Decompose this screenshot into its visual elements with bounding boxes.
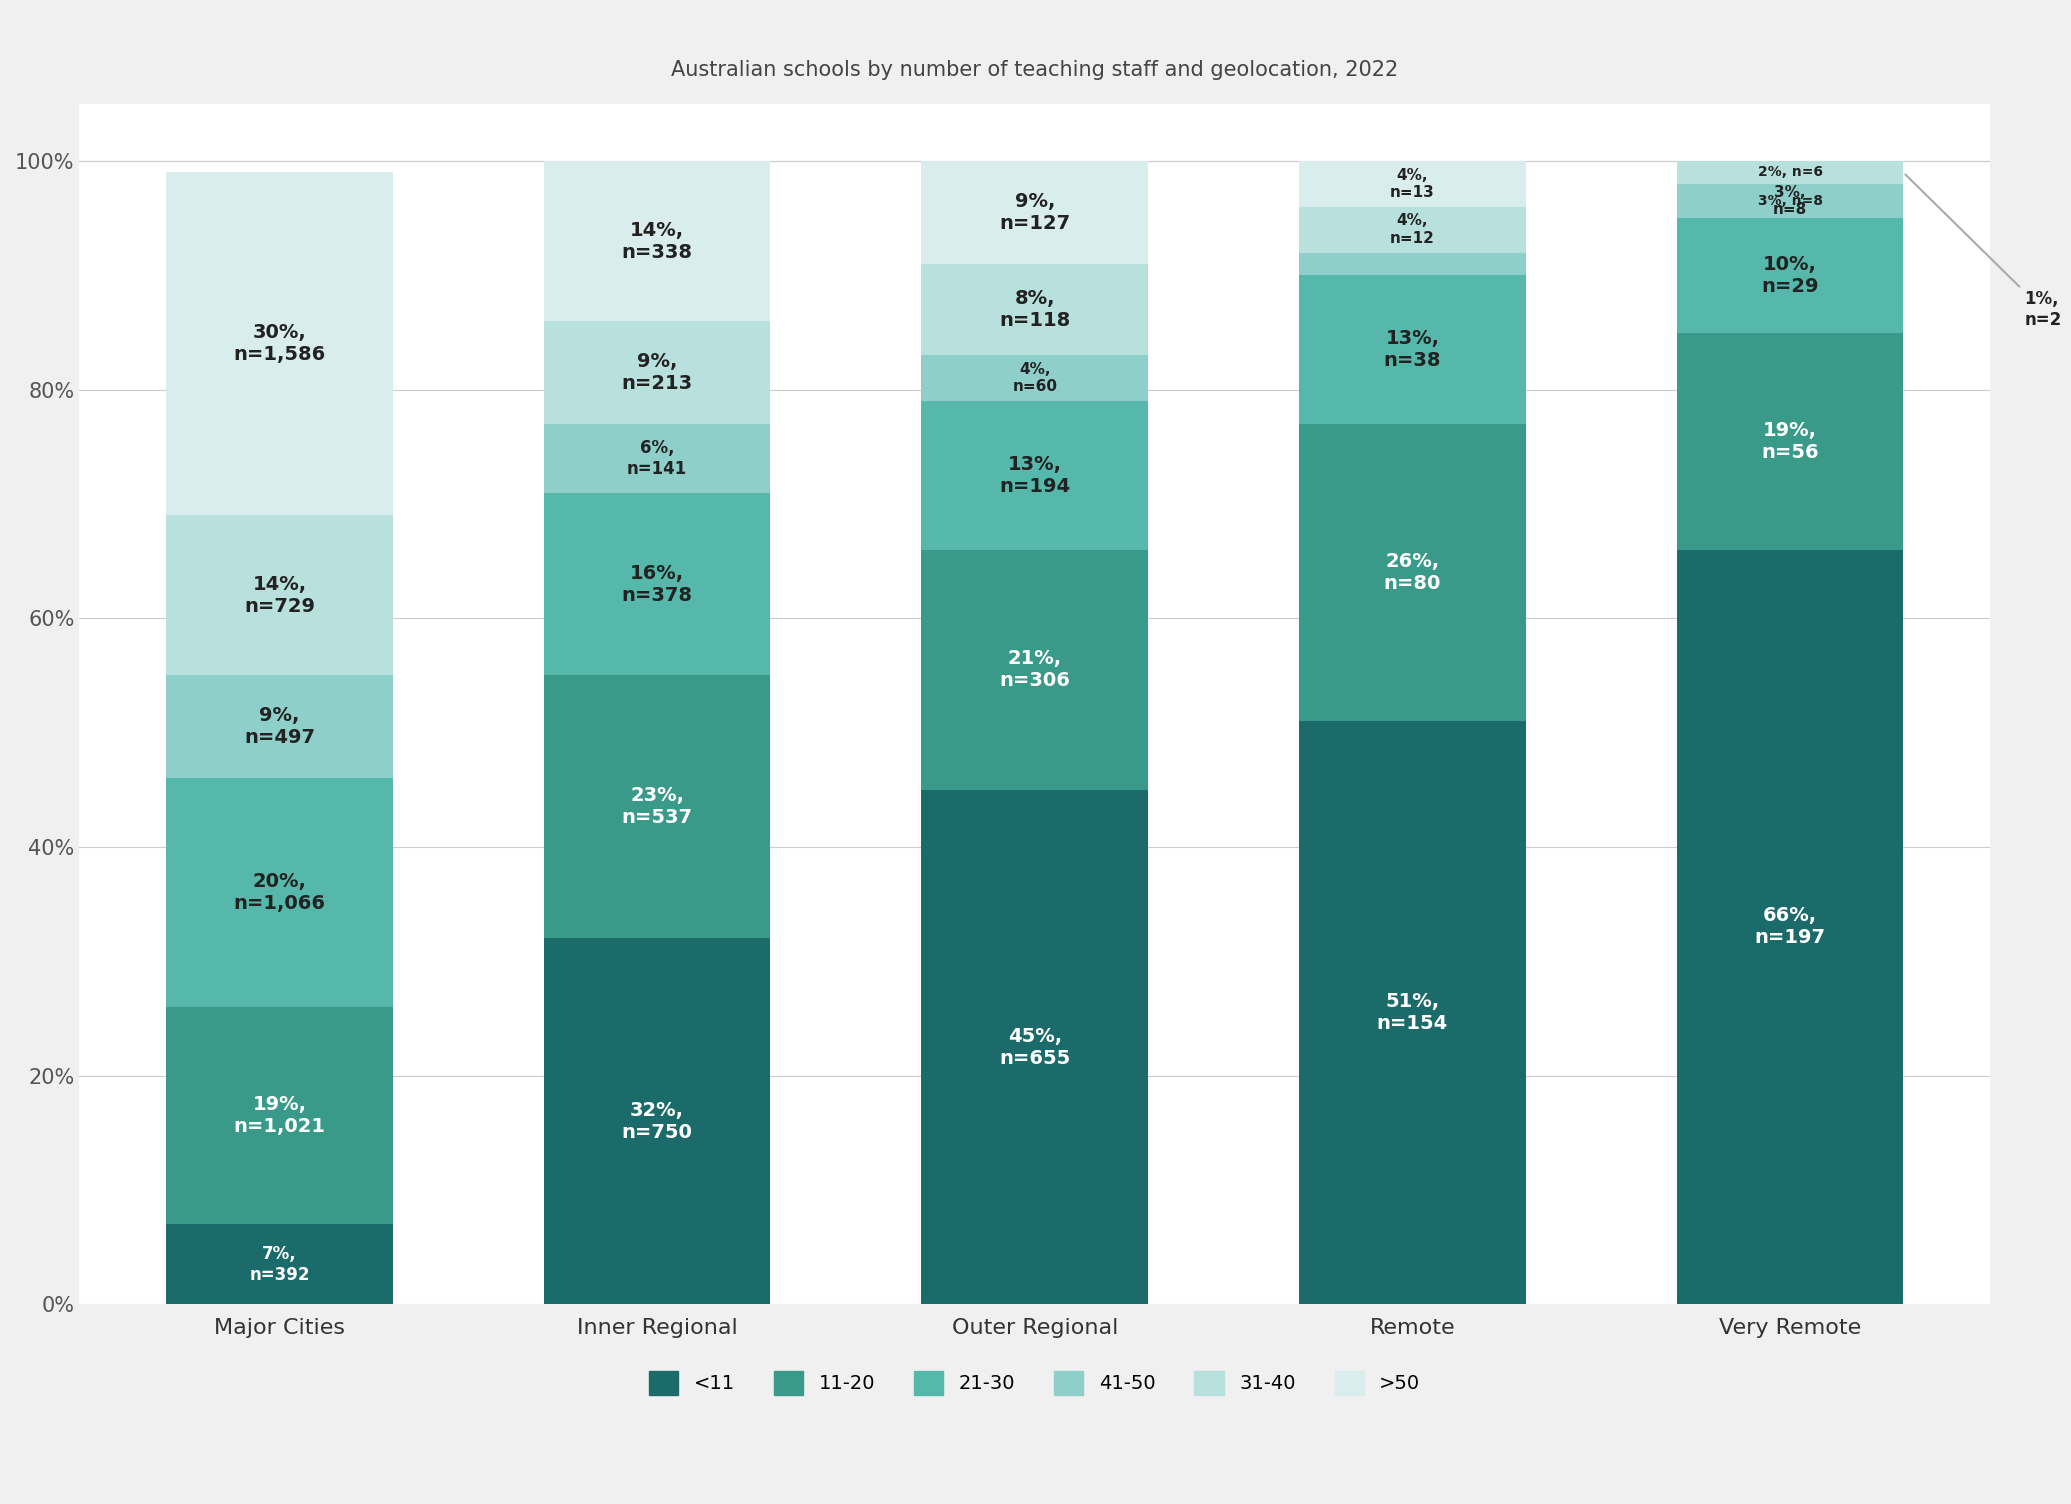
Title: Australian schools by number of teaching staff and geolocation, 2022: Australian schools by number of teaching… bbox=[671, 60, 1398, 80]
Bar bbox=[166, 675, 393, 779]
Text: 10%,
n=29: 10%, n=29 bbox=[1760, 254, 1818, 296]
Text: 19%,
n=1,021: 19%, n=1,021 bbox=[234, 1095, 325, 1136]
Text: 1%,
n=2: 1%, n=2 bbox=[1905, 174, 2061, 329]
Bar bbox=[545, 493, 770, 675]
Text: 23%,
n=537: 23%, n=537 bbox=[621, 787, 692, 827]
Bar bbox=[1299, 206, 1526, 253]
Bar bbox=[545, 675, 770, 938]
Text: 6%,
n=141: 6%, n=141 bbox=[628, 439, 688, 478]
Text: 66%,
n=197: 66%, n=197 bbox=[1754, 907, 1825, 948]
Text: 4%,
n=12: 4%, n=12 bbox=[1390, 214, 1435, 245]
Bar bbox=[1299, 161, 1526, 206]
Bar bbox=[166, 173, 393, 516]
Text: 9%,
n=127: 9%, n=127 bbox=[998, 193, 1071, 233]
Bar bbox=[922, 263, 1147, 355]
Bar bbox=[1299, 722, 1526, 1304]
Bar bbox=[922, 355, 1147, 402]
Bar bbox=[166, 779, 393, 1008]
Bar bbox=[1678, 332, 1903, 550]
Bar bbox=[1678, 550, 1903, 1304]
Text: 14%,
n=338: 14%, n=338 bbox=[621, 221, 692, 262]
Text: 26%,
n=80: 26%, n=80 bbox=[1383, 552, 1441, 593]
Bar bbox=[1678, 183, 1903, 218]
Legend: <11, 11-20, 21-30, 41-50, 31-40, >50: <11, 11-20, 21-30, 41-50, 31-40, >50 bbox=[642, 1363, 1429, 1403]
Text: 19%,
n=56: 19%, n=56 bbox=[1760, 421, 1818, 462]
Text: 14%,
n=729: 14%, n=729 bbox=[244, 575, 315, 617]
Bar bbox=[545, 424, 770, 493]
Bar bbox=[545, 938, 770, 1304]
Text: 45%,
n=655: 45%, n=655 bbox=[998, 1027, 1071, 1068]
Bar bbox=[922, 790, 1147, 1304]
Text: 13%,
n=38: 13%, n=38 bbox=[1383, 329, 1441, 370]
Text: 13%,
n=194: 13%, n=194 bbox=[998, 454, 1071, 496]
Text: 7%,
n=392: 7%, n=392 bbox=[249, 1245, 311, 1283]
Text: 8%,
n=118: 8%, n=118 bbox=[998, 289, 1071, 331]
Text: 32%,
n=750: 32%, n=750 bbox=[621, 1101, 692, 1142]
Text: 9%,
n=497: 9%, n=497 bbox=[244, 707, 315, 747]
Text: 2%, n=6: 2%, n=6 bbox=[1758, 165, 1822, 179]
Bar bbox=[922, 161, 1147, 263]
Text: 3%, n=8: 3%, n=8 bbox=[1758, 194, 1822, 208]
Text: 30%,
n=1,586: 30%, n=1,586 bbox=[234, 323, 325, 364]
Bar bbox=[545, 322, 770, 424]
Text: 51%,
n=154: 51%, n=154 bbox=[1377, 993, 1448, 1033]
Bar bbox=[1299, 424, 1526, 722]
Bar bbox=[922, 402, 1147, 550]
Bar bbox=[1678, 161, 1903, 183]
Bar bbox=[166, 1008, 393, 1224]
Text: 20%,
n=1,066: 20%, n=1,066 bbox=[234, 872, 325, 913]
Bar bbox=[922, 550, 1147, 790]
Text: 3%,
n=8: 3%, n=8 bbox=[1773, 185, 1808, 217]
Bar bbox=[1299, 253, 1526, 275]
Bar bbox=[1678, 218, 1903, 332]
Text: 9%,
n=213: 9%, n=213 bbox=[621, 352, 692, 393]
Bar bbox=[1299, 275, 1526, 424]
Text: 4%,
n=60: 4%, n=60 bbox=[1013, 362, 1058, 394]
Bar bbox=[166, 1224, 393, 1304]
Text: 16%,
n=378: 16%, n=378 bbox=[621, 564, 692, 605]
Bar bbox=[166, 516, 393, 675]
Text: 4%,
n=13: 4%, n=13 bbox=[1390, 168, 1435, 200]
Bar bbox=[545, 161, 770, 322]
Text: 21%,
n=306: 21%, n=306 bbox=[1000, 650, 1071, 690]
